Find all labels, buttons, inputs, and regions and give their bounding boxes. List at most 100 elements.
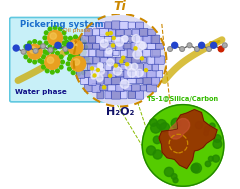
Circle shape [134,47,137,50]
Circle shape [23,50,26,54]
Circle shape [55,42,61,48]
Circle shape [82,71,85,74]
FancyBboxPatch shape [132,29,139,35]
FancyBboxPatch shape [85,29,92,36]
FancyBboxPatch shape [141,57,147,63]
Circle shape [111,44,114,47]
Circle shape [42,65,45,69]
Circle shape [33,60,36,64]
FancyBboxPatch shape [111,91,121,99]
Circle shape [38,41,42,45]
FancyBboxPatch shape [108,70,116,78]
FancyBboxPatch shape [128,36,135,42]
FancyBboxPatch shape [135,50,144,57]
Circle shape [208,156,213,161]
Circle shape [91,74,96,79]
Circle shape [58,45,62,49]
Circle shape [63,45,67,49]
Circle shape [195,122,203,129]
FancyBboxPatch shape [89,36,96,43]
FancyBboxPatch shape [97,63,103,71]
Circle shape [68,67,71,71]
FancyBboxPatch shape [131,57,140,63]
Circle shape [196,48,198,50]
Circle shape [99,68,104,74]
Circle shape [120,60,123,63]
Circle shape [199,42,204,48]
FancyBboxPatch shape [120,35,127,43]
FancyBboxPatch shape [144,64,151,70]
Circle shape [50,70,54,74]
Circle shape [56,69,59,73]
Circle shape [128,69,136,77]
Circle shape [136,69,143,77]
Text: H₂O₂: H₂O₂ [106,107,134,117]
Circle shape [79,36,83,40]
Circle shape [205,161,211,167]
Circle shape [122,36,128,42]
Circle shape [169,48,171,50]
Circle shape [48,48,53,52]
Circle shape [42,55,45,59]
Circle shape [50,33,56,39]
Circle shape [113,67,122,75]
FancyBboxPatch shape [104,36,112,42]
Circle shape [207,47,211,51]
FancyBboxPatch shape [80,50,89,57]
Circle shape [208,48,210,50]
Circle shape [48,27,52,31]
Circle shape [164,167,174,177]
Circle shape [209,123,215,129]
FancyBboxPatch shape [92,84,101,92]
Circle shape [65,40,68,44]
Circle shape [69,54,72,58]
Circle shape [83,40,86,44]
Circle shape [33,40,36,43]
Circle shape [103,86,106,89]
FancyBboxPatch shape [107,85,117,91]
Circle shape [45,51,49,55]
Circle shape [53,26,57,29]
Circle shape [45,69,49,73]
FancyBboxPatch shape [107,57,117,63]
Circle shape [109,74,112,77]
FancyBboxPatch shape [111,77,121,85]
Circle shape [49,49,52,51]
FancyBboxPatch shape [96,35,105,44]
FancyBboxPatch shape [121,91,127,99]
FancyBboxPatch shape [89,77,96,85]
FancyBboxPatch shape [112,36,120,42]
Text: Ti: Ti [114,0,126,13]
FancyBboxPatch shape [151,77,160,85]
FancyBboxPatch shape [121,77,127,85]
Circle shape [91,68,99,76]
FancyBboxPatch shape [129,63,135,71]
Circle shape [76,52,80,56]
FancyBboxPatch shape [96,22,104,28]
Circle shape [69,36,72,40]
FancyBboxPatch shape [100,71,108,77]
FancyBboxPatch shape [80,64,89,70]
FancyBboxPatch shape [140,70,147,78]
Circle shape [136,41,145,50]
Circle shape [180,47,184,51]
FancyBboxPatch shape [93,57,100,64]
Circle shape [160,123,169,132]
FancyBboxPatch shape [112,21,120,30]
Circle shape [13,45,19,51]
Circle shape [93,74,96,77]
FancyBboxPatch shape [93,43,100,49]
FancyBboxPatch shape [143,50,152,57]
FancyBboxPatch shape [136,78,143,84]
Circle shape [153,150,162,159]
Circle shape [96,69,99,71]
Circle shape [132,35,140,43]
Circle shape [83,50,86,54]
FancyBboxPatch shape [104,77,112,84]
Circle shape [133,50,142,59]
FancyBboxPatch shape [84,57,93,64]
Circle shape [115,38,124,46]
Circle shape [222,43,227,48]
Circle shape [24,45,28,49]
FancyBboxPatch shape [80,78,89,84]
